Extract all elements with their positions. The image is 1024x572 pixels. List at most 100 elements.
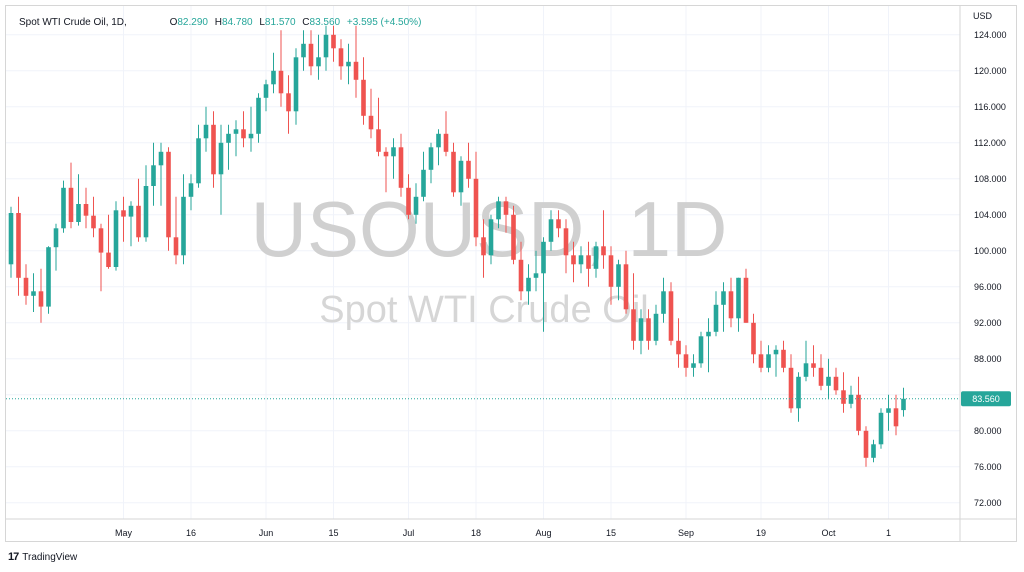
candle[interactable] — [713, 291, 719, 337]
candlestick-chart[interactable]: USOUSD, 1D Spot WTI Crude Oil USD 72.000… — [6, 6, 1016, 541]
candle[interactable] — [338, 39, 344, 80]
candle[interactable] — [586, 241, 591, 287]
candle[interactable] — [511, 205, 516, 265]
candle[interactable] — [631, 273, 636, 350]
candle[interactable] — [623, 250, 629, 314]
candle[interactable] — [91, 196, 96, 238]
candle[interactable] — [788, 354, 794, 413]
candle[interactable] — [368, 88, 374, 139]
candle[interactable] — [751, 313, 756, 364]
candle[interactable] — [668, 282, 674, 346]
candle[interactable] — [151, 142, 156, 206]
candle[interactable] — [451, 142, 456, 197]
candle[interactable] — [593, 241, 599, 278]
candle[interactable] — [878, 408, 884, 449]
candle[interactable] — [766, 345, 771, 373]
candle[interactable] — [181, 174, 186, 265]
candle[interactable] — [376, 97, 381, 157]
candle[interactable] — [98, 223, 104, 292]
candle[interactable] — [443, 111, 449, 157]
candle[interactable] — [796, 372, 801, 422]
candle[interactable] — [346, 43, 351, 85]
candle[interactable] — [211, 111, 216, 188]
candle[interactable] — [481, 219, 486, 278]
candle[interactable] — [578, 246, 584, 274]
candle[interactable] — [758, 340, 764, 373]
candle[interactable] — [136, 178, 141, 242]
candle[interactable] — [691, 354, 696, 377]
candle[interactable] — [406, 174, 411, 220]
candle[interactable] — [16, 196, 21, 296]
candle[interactable] — [721, 282, 726, 332]
candle[interactable] — [413, 183, 419, 224]
candle[interactable] — [353, 25, 359, 98]
candle[interactable] — [683, 345, 689, 377]
candle[interactable] — [113, 201, 119, 271]
candle[interactable] — [901, 387, 906, 417]
candle[interactable] — [706, 318, 711, 373]
candle[interactable] — [818, 354, 824, 391]
candle[interactable] — [398, 133, 404, 197]
candle[interactable] — [541, 237, 546, 332]
candle[interactable] — [278, 30, 284, 107]
candle[interactable] — [421, 151, 426, 202]
candle[interactable] — [533, 250, 539, 292]
candle[interactable] — [128, 201, 134, 247]
candle[interactable] — [121, 196, 126, 242]
candle[interactable] — [841, 372, 846, 413]
candle[interactable] — [331, 25, 336, 62]
candle[interactable] — [616, 259, 621, 301]
candle[interactable] — [196, 124, 201, 188]
candle[interactable] — [53, 223, 59, 271]
candle[interactable] — [61, 180, 66, 233]
candle[interactable] — [803, 340, 809, 382]
candle[interactable] — [143, 165, 149, 242]
candle[interactable] — [203, 106, 209, 152]
candle[interactable] — [698, 331, 704, 368]
candle[interactable] — [226, 124, 231, 170]
candle[interactable] — [173, 196, 179, 265]
candle[interactable] — [391, 138, 396, 179]
candle[interactable] — [736, 277, 741, 332]
candle[interactable] — [293, 48, 299, 125]
candle[interactable] — [653, 304, 659, 346]
candle[interactable] — [428, 142, 434, 184]
candle[interactable] — [46, 246, 51, 314]
candle[interactable] — [646, 309, 651, 350]
candle[interactable] — [833, 367, 839, 395]
candle[interactable] — [743, 268, 749, 323]
candle[interactable] — [893, 394, 899, 436]
candle[interactable] — [856, 376, 861, 436]
candle[interactable] — [503, 196, 509, 233]
candle[interactable] — [233, 120, 239, 157]
candle[interactable] — [601, 210, 606, 269]
candle[interactable] — [158, 142, 164, 206]
candle[interactable] — [436, 129, 441, 166]
candle[interactable] — [638, 309, 644, 355]
symbol-title[interactable]: Spot WTI Crude Oil, 1D, — [19, 17, 127, 28]
candle[interactable] — [383, 147, 389, 193]
candle[interactable] — [886, 394, 891, 431]
candle[interactable] — [316, 34, 321, 80]
candle[interactable] — [188, 174, 194, 211]
candle[interactable] — [241, 111, 246, 148]
candle[interactable] — [473, 151, 479, 247]
candle[interactable] — [38, 268, 44, 323]
candle[interactable] — [286, 75, 291, 134]
candle[interactable] — [773, 345, 779, 377]
candle[interactable] — [263, 79, 269, 112]
candle[interactable] — [458, 156, 464, 206]
candle[interactable] — [218, 124, 224, 215]
candle[interactable] — [563, 219, 569, 274]
candle[interactable] — [556, 210, 561, 238]
candle[interactable] — [811, 345, 816, 377]
candle[interactable] — [496, 196, 501, 229]
candle[interactable] — [728, 277, 734, 328]
candle[interactable] — [848, 385, 854, 409]
candle[interactable] — [8, 206, 14, 278]
price-axis[interactable]: 72.00076.00080.00084.00088.00092.00096.0… — [974, 30, 1007, 508]
candle[interactable] — [661, 277, 666, 323]
candle[interactable] — [676, 318, 681, 368]
candle[interactable] — [308, 30, 314, 76]
time-axis[interactable]: May 16 Jun 15 Jul 18 Aug 15 Sep 19 Oct 1 — [115, 528, 891, 538]
